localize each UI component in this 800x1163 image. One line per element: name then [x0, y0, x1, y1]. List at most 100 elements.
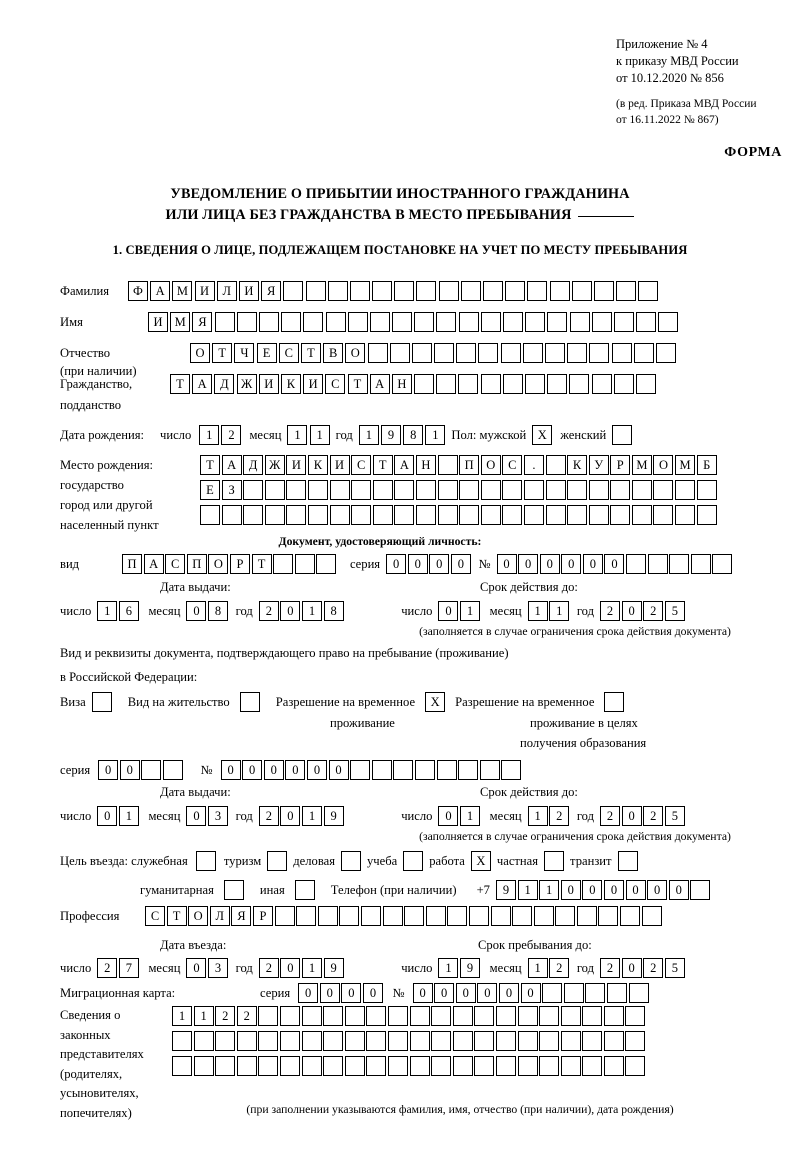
- form-cell[interactable]: 0: [186, 806, 207, 826]
- form-cell[interactable]: [392, 312, 413, 332]
- form-cell[interactable]: [372, 281, 393, 301]
- purpose-study-checkbox[interactable]: [403, 851, 424, 871]
- form-cell[interactable]: 0: [603, 880, 624, 900]
- form-cell[interactable]: [215, 1056, 236, 1076]
- form-cell[interactable]: 2: [643, 806, 664, 826]
- form-cell[interactable]: 1: [97, 601, 118, 621]
- form-cell[interactable]: А: [394, 455, 415, 475]
- purpose-official-checkbox[interactable]: [195, 851, 216, 871]
- form-cell[interactable]: Я: [231, 906, 252, 926]
- form-cell[interactable]: Т: [300, 343, 321, 363]
- form-cell[interactable]: [286, 505, 307, 525]
- form-cell[interactable]: [382, 906, 403, 926]
- form-cell[interactable]: [638, 281, 659, 301]
- form-cell[interactable]: [366, 1031, 387, 1051]
- form-cell[interactable]: [279, 1031, 300, 1051]
- form-cell[interactable]: [468, 906, 489, 926]
- form-cell[interactable]: 0: [280, 806, 301, 826]
- form-cell[interactable]: [286, 480, 307, 500]
- form-cell[interactable]: [274, 906, 295, 926]
- form-cell[interactable]: [437, 505, 458, 525]
- form-cell[interactable]: [480, 312, 501, 332]
- form-cell[interactable]: Ч: [234, 343, 255, 363]
- permit-visa-checkbox[interactable]: [91, 692, 112, 712]
- form-cell[interactable]: [547, 312, 568, 332]
- permit-temp-checkbox[interactable]: X: [425, 692, 446, 712]
- form-cell[interactable]: [505, 281, 526, 301]
- form-cell[interactable]: [316, 554, 337, 574]
- form-cell[interactable]: [367, 343, 388, 363]
- form-cell[interactable]: О: [480, 455, 501, 475]
- form-cell[interactable]: [474, 1056, 495, 1076]
- form-cell[interactable]: [690, 554, 711, 574]
- form-cell[interactable]: .: [523, 455, 544, 475]
- form-cell[interactable]: Б: [696, 455, 717, 475]
- form-cell[interactable]: [495, 1006, 516, 1026]
- form-cell[interactable]: [503, 312, 523, 332]
- form-cell[interactable]: 1: [193, 1006, 214, 1026]
- form-cell[interactable]: 0: [412, 983, 433, 1003]
- form-cell[interactable]: А: [192, 374, 213, 394]
- form-cell[interactable]: [628, 983, 649, 1003]
- form-cell[interactable]: И: [238, 281, 259, 301]
- form-cell[interactable]: 0: [625, 880, 646, 900]
- form-cell[interactable]: [325, 312, 346, 332]
- form-cell[interactable]: [603, 1056, 624, 1076]
- form-cell[interactable]: [653, 480, 674, 500]
- form-cell[interactable]: [394, 480, 415, 500]
- form-cell[interactable]: [323, 1031, 344, 1051]
- form-cell[interactable]: [625, 1031, 646, 1051]
- form-cell[interactable]: [317, 906, 338, 926]
- form-cell[interactable]: 3: [208, 806, 229, 826]
- form-cell[interactable]: [344, 1006, 365, 1026]
- form-cell[interactable]: [301, 1056, 322, 1076]
- form-cell[interactable]: Ф: [128, 281, 148, 301]
- form-cell[interactable]: [669, 554, 690, 574]
- form-cell[interactable]: [389, 343, 410, 363]
- form-cell[interactable]: 0: [429, 554, 450, 574]
- form-cell[interactable]: 1: [549, 601, 570, 621]
- form-cell[interactable]: [517, 1056, 538, 1076]
- form-cell[interactable]: [414, 312, 435, 332]
- form-cell[interactable]: 9: [460, 958, 481, 978]
- form-cell[interactable]: [415, 505, 436, 525]
- form-cell[interactable]: [459, 480, 480, 500]
- form-cell[interactable]: [512, 906, 533, 926]
- form-cell[interactable]: [480, 480, 501, 500]
- sex-female-checkbox[interactable]: [612, 425, 633, 445]
- form-cell[interactable]: 0: [477, 983, 498, 1003]
- form-cell[interactable]: [631, 505, 652, 525]
- form-cell[interactable]: 1: [460, 806, 481, 826]
- form-cell[interactable]: 1: [517, 880, 538, 900]
- form-cell[interactable]: [539, 1006, 560, 1026]
- form-cell[interactable]: [603, 1006, 624, 1026]
- form-cell[interactable]: К: [567, 455, 588, 475]
- form-cell[interactable]: 1: [287, 425, 308, 445]
- form-cell[interactable]: Д: [214, 374, 235, 394]
- form-cell[interactable]: П: [459, 455, 480, 475]
- form-cell[interactable]: [434, 343, 455, 363]
- form-cell[interactable]: [655, 343, 676, 363]
- form-cell[interactable]: [438, 281, 459, 301]
- form-cell[interactable]: [360, 906, 381, 926]
- form-cell[interactable]: [193, 1031, 214, 1051]
- form-cell[interactable]: [588, 505, 609, 525]
- form-cell[interactable]: [591, 312, 612, 332]
- form-cell[interactable]: С: [145, 906, 165, 926]
- form-cell[interactable]: [415, 480, 436, 500]
- form-cell[interactable]: [569, 374, 590, 394]
- form-cell[interactable]: [567, 343, 588, 363]
